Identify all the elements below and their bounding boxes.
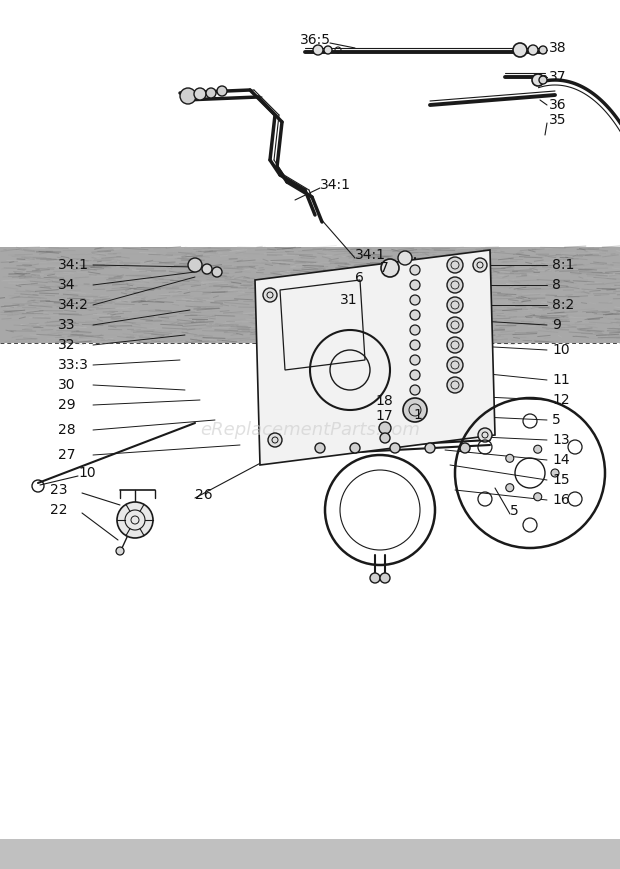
Circle shape <box>410 355 420 365</box>
Text: 17: 17 <box>375 409 392 423</box>
Circle shape <box>268 433 282 447</box>
Circle shape <box>539 46 547 54</box>
Circle shape <box>410 280 420 290</box>
Text: 34:1: 34:1 <box>355 248 386 262</box>
Text: 36:5: 36:5 <box>300 33 331 47</box>
Text: 34:1: 34:1 <box>320 178 351 192</box>
Circle shape <box>410 340 420 350</box>
Bar <box>0 247 620 343</box>
Circle shape <box>513 43 527 57</box>
Text: 37: 37 <box>549 70 567 84</box>
Text: 31: 31 <box>340 293 358 307</box>
Circle shape <box>447 277 463 293</box>
Text: 27: 27 <box>58 448 76 462</box>
Text: 33: 33 <box>58 318 76 332</box>
Circle shape <box>390 443 400 453</box>
Text: 12: 12 <box>552 393 570 407</box>
Circle shape <box>506 484 514 492</box>
Circle shape <box>447 337 463 353</box>
Text: 16: 16 <box>552 493 570 507</box>
Text: 22: 22 <box>50 503 68 517</box>
Circle shape <box>534 493 542 501</box>
Circle shape <box>370 573 380 583</box>
Text: 26: 26 <box>195 488 213 502</box>
Circle shape <box>534 445 542 454</box>
Circle shape <box>217 86 227 96</box>
Text: 1: 1 <box>413 408 422 422</box>
Circle shape <box>410 325 420 335</box>
Circle shape <box>447 357 463 373</box>
Text: 29: 29 <box>58 398 76 412</box>
Text: eReplacementParts.com: eReplacementParts.com <box>200 421 420 439</box>
Text: 28: 28 <box>58 423 76 437</box>
Bar <box>0 839 620 869</box>
Circle shape <box>532 74 544 86</box>
Circle shape <box>410 310 420 320</box>
Text: 34:1: 34:1 <box>58 258 89 272</box>
Circle shape <box>324 46 332 54</box>
Text: 36: 36 <box>549 98 567 112</box>
Circle shape <box>380 433 390 443</box>
Text: 32: 32 <box>58 338 76 352</box>
Circle shape <box>202 264 212 274</box>
Circle shape <box>212 267 222 277</box>
Circle shape <box>425 443 435 453</box>
Text: 8:1: 8:1 <box>552 258 574 272</box>
Circle shape <box>410 400 420 410</box>
Circle shape <box>473 258 487 272</box>
Circle shape <box>194 88 206 100</box>
Circle shape <box>116 547 124 555</box>
Circle shape <box>410 385 420 395</box>
Circle shape <box>350 443 360 453</box>
Text: 5: 5 <box>552 413 560 427</box>
Circle shape <box>180 88 196 104</box>
Text: 30: 30 <box>58 378 76 392</box>
Circle shape <box>539 76 547 84</box>
Circle shape <box>447 257 463 273</box>
Circle shape <box>478 428 492 442</box>
Text: 35: 35 <box>549 113 567 127</box>
Text: 34: 34 <box>58 278 76 292</box>
Text: 8:2: 8:2 <box>552 298 574 312</box>
Circle shape <box>379 422 391 434</box>
Circle shape <box>551 469 559 477</box>
Circle shape <box>410 295 420 305</box>
Circle shape <box>460 443 470 453</box>
Text: 10: 10 <box>552 343 570 357</box>
Circle shape <box>403 398 427 422</box>
Circle shape <box>380 573 390 583</box>
Text: 7: 7 <box>380 261 389 275</box>
Text: 14: 14 <box>552 453 570 467</box>
Circle shape <box>447 377 463 393</box>
Circle shape <box>410 370 420 380</box>
Circle shape <box>528 45 538 55</box>
Circle shape <box>381 259 399 277</box>
Circle shape <box>447 297 463 313</box>
Polygon shape <box>255 250 495 465</box>
Text: 33:3: 33:3 <box>58 358 89 372</box>
Text: 10: 10 <box>78 466 95 480</box>
Circle shape <box>117 502 153 538</box>
Circle shape <box>447 317 463 333</box>
Text: 34:2: 34:2 <box>58 298 89 312</box>
Text: 38: 38 <box>549 41 567 55</box>
Text: 6: 6 <box>355 271 364 285</box>
Text: 13: 13 <box>552 433 570 447</box>
Text: 8: 8 <box>552 278 561 292</box>
Text: 15: 15 <box>552 473 570 487</box>
Text: 9: 9 <box>552 318 561 332</box>
Circle shape <box>315 443 325 453</box>
Circle shape <box>263 288 277 302</box>
Circle shape <box>313 45 323 55</box>
Circle shape <box>188 258 202 272</box>
Circle shape <box>506 454 514 462</box>
Text: 23: 23 <box>50 483 68 497</box>
Text: 18: 18 <box>375 394 392 408</box>
Text: 5: 5 <box>510 504 519 518</box>
Circle shape <box>398 251 412 265</box>
Circle shape <box>410 265 420 275</box>
Circle shape <box>206 88 216 98</box>
Text: 11: 11 <box>552 373 570 387</box>
